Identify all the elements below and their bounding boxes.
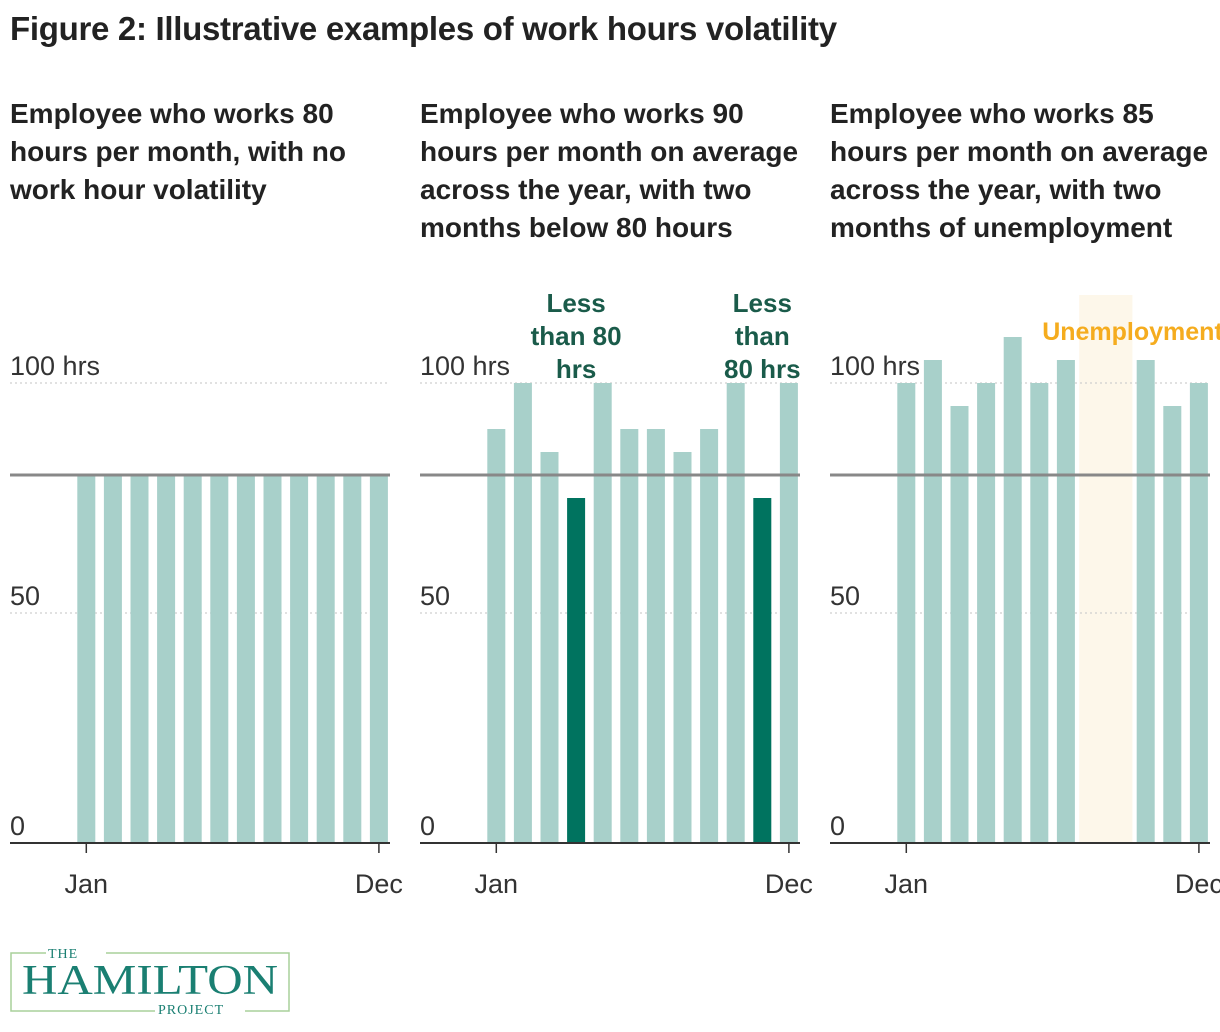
panel-1-bar-oct [316,475,335,843]
panel-1-bar-sep [290,475,309,843]
panel-3-bar-jul [1056,360,1075,843]
panel-1-bar-dec [369,475,388,843]
panel-2-bar-apr [567,498,586,843]
panel-3-bar-oct [1136,360,1155,843]
panel-3-bar-jan [897,383,916,843]
panel-1-bar-apr [157,475,176,843]
panel-1-bar-feb [103,475,122,843]
panel-1-bar-may [183,475,202,843]
panel-2-bar-may [593,383,612,843]
panel-3-bar-jun [1030,383,1049,843]
logo-the: THE [48,948,78,962]
panel-2-bar-jun [620,429,639,843]
panel-1-xtick-dec: Dec [355,869,403,899]
logo-project: PROJECT [158,1003,224,1018]
panel-3-bar-feb [923,360,942,843]
panel-2-bar-jul [646,429,665,843]
panel-2-title: Employee who works 90 hours per month on… [420,98,799,243]
panel-3-bar-apr [977,383,996,843]
panel-2-annotation-1-line-2: 80 hrs [724,354,801,384]
panel-1-ytick-50: 50 [10,581,40,611]
panel-2-ytick-0: 0 [420,811,435,841]
panel-2-annotation-0-line-0: Less [546,288,605,318]
panel-3-bar-may [1003,337,1022,843]
panel-2-xtick-dec: Dec [765,869,813,899]
logo-top-mask [46,948,106,960]
panel-3-bar-mar [950,406,969,843]
panel-3-ytick-50: 50 [830,581,860,611]
panel-2-annotation-0-line-2: hrs [556,354,596,384]
panel-2-bar-dec [779,383,798,843]
panel-1-ytick-100: 100 hrs [10,351,100,381]
panel-2-annotation-0-line-1: than 80 [531,321,622,351]
panel-1-bar-jun [210,475,229,843]
panel-1-bar-jul [236,475,255,843]
panel-1-ytick-0: 0 [10,811,25,841]
panel-2-bar-sep [700,429,719,843]
panel-2-bar-feb [513,383,532,843]
panel-3-unemployment-shade [1079,295,1133,843]
panel-2-xtick-jan: Jan [475,869,519,899]
panel-3-bar-dec [1189,383,1208,843]
panel-2-bar-mar [540,452,559,843]
panel-3-ytick-100: 100 hrs [830,351,920,381]
panel-3-unemployment-label: Unemployment [1042,318,1220,346]
panel-2-bar-nov [753,498,772,843]
logo-bottom-mask [155,1003,245,1017]
panel-2-ytick-100: 100 hrs [420,351,510,381]
panel-1-bar-nov [343,475,362,843]
panel-3-ytick-0: 0 [830,811,845,841]
panel-1-bar-jan [77,475,96,843]
panel-2-annotation-1-line-1: than [735,321,790,351]
logo-hamilton: HAMILTON [22,958,278,1004]
panel-3-bar-nov [1163,406,1182,843]
figure-title: Figure 2: Illustrative examples of work … [10,10,837,47]
panel-2-ytick-50: 50 [420,581,450,611]
panel-1-bar-aug [263,475,282,843]
logo-border [10,952,290,1012]
panel-1-xtick-jan: Jan [65,869,109,899]
panel-2-bar-aug [673,452,692,843]
panel-2-annotation-1-line-0: Less [733,288,792,318]
panel-3-title: Employee who works 85 hours per month on… [830,98,1209,243]
panel-1-bar-mar [130,475,149,843]
panel-3-xtick-dec: Dec [1175,869,1220,899]
hamilton-project-logo: THE HAMILTON PROJECT [10,948,290,1018]
panel-3-xtick-jan: Jan [885,869,929,899]
panel-1-title: Employee who works 80 hours per month, w… [10,98,346,205]
panel-2-bar-jan [487,429,506,843]
panel-2-bar-oct [726,383,745,843]
